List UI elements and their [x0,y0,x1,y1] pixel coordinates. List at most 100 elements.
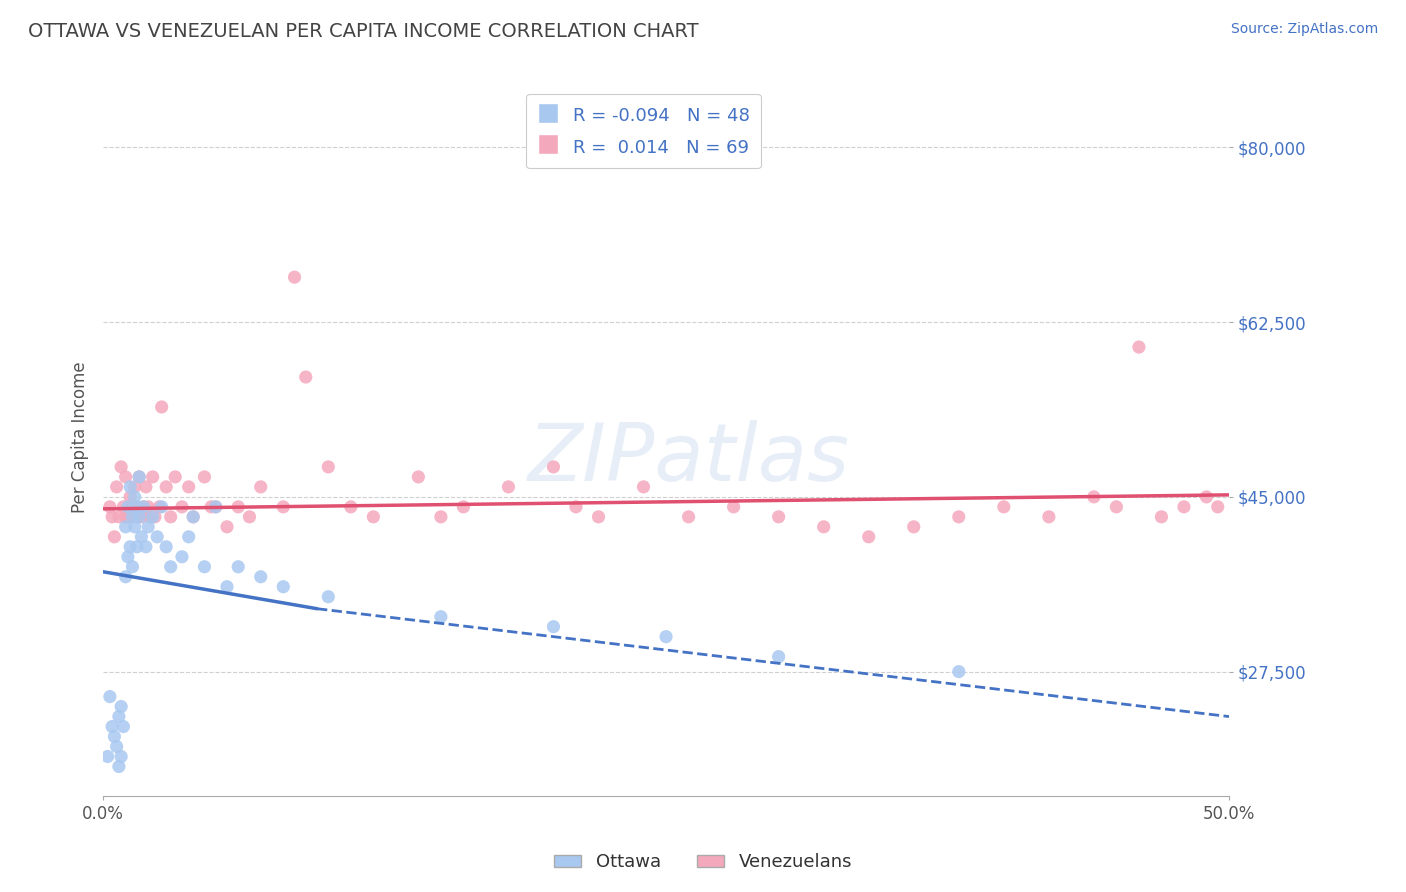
Point [181,509,204,524]
Point [498,480,520,494]
Point [121,509,143,524]
Point [993,500,1015,514]
Point [543,620,565,634]
Point [125,540,148,554]
Point [903,520,925,534]
Point [170,549,193,564]
Point [948,509,970,524]
Point [117,500,139,514]
Point [678,509,700,524]
Legend: Ottawa, Venezuelans: Ottawa, Venezuelans [547,847,859,879]
Point [110,749,132,764]
Point [249,570,271,584]
Point [271,580,294,594]
Point [633,480,655,494]
Point [177,530,200,544]
Point [101,509,124,524]
Point [181,509,204,524]
Point [142,509,165,524]
Point [204,500,226,514]
Point [768,509,790,524]
Point [101,720,124,734]
Point [316,459,339,474]
Point [165,470,187,484]
Point [125,500,148,514]
Point [170,500,193,514]
Point [226,500,249,514]
Point [148,500,170,514]
Point [120,490,142,504]
Point [105,480,128,494]
Point [226,559,249,574]
Point [110,699,132,714]
Point [858,530,880,544]
Point [155,480,177,494]
Point [948,665,970,679]
Point [117,549,139,564]
Point [146,530,169,544]
Point [150,400,173,414]
Point [200,500,222,514]
Point [271,500,294,514]
Point [136,520,159,534]
Point [408,470,430,484]
Point [1083,490,1105,504]
Point [114,509,136,524]
Point [121,509,143,524]
Point [768,649,790,664]
Point [98,690,121,704]
Point [121,500,143,514]
Point [159,559,181,574]
Point [204,500,226,514]
Point [177,480,200,494]
Point [105,739,128,754]
Point [1173,500,1195,514]
Point [135,540,157,554]
Point [124,490,146,504]
Point [110,459,132,474]
Point [588,509,610,524]
Point [1206,500,1229,514]
Point [143,509,166,524]
Point [1038,509,1060,524]
Point [128,470,150,484]
Point [121,559,143,574]
Point [340,500,363,514]
Point [128,509,150,524]
Point [132,500,155,514]
Point [97,749,120,764]
Point [131,530,153,544]
Point [132,500,155,514]
Point [723,500,745,514]
Point [215,580,238,594]
Point [363,509,385,524]
Point [120,480,142,494]
Point [430,609,453,624]
Point [142,470,165,484]
Point [316,590,339,604]
Point [294,370,316,384]
Point [565,500,588,514]
Point [108,509,131,524]
Text: ZIPatlas: ZIPatlas [527,419,849,498]
Point [430,509,453,524]
Point [112,720,135,734]
Point [108,709,131,723]
Point [103,530,125,544]
Point [124,520,146,534]
Point [813,520,835,534]
Text: OTTAWA VS VENEZUELAN PER CAPITA INCOME CORRELATION CHART: OTTAWA VS VENEZUELAN PER CAPITA INCOME C… [28,22,699,41]
Point [114,470,136,484]
Point [125,500,148,514]
Point [215,520,238,534]
Point [193,559,215,574]
Point [98,500,121,514]
Point [108,759,131,773]
Point [103,730,125,744]
Point [112,500,135,514]
Point [238,509,260,524]
Point [117,509,139,524]
Point [150,500,173,514]
Point [249,480,271,494]
Point [139,509,162,524]
